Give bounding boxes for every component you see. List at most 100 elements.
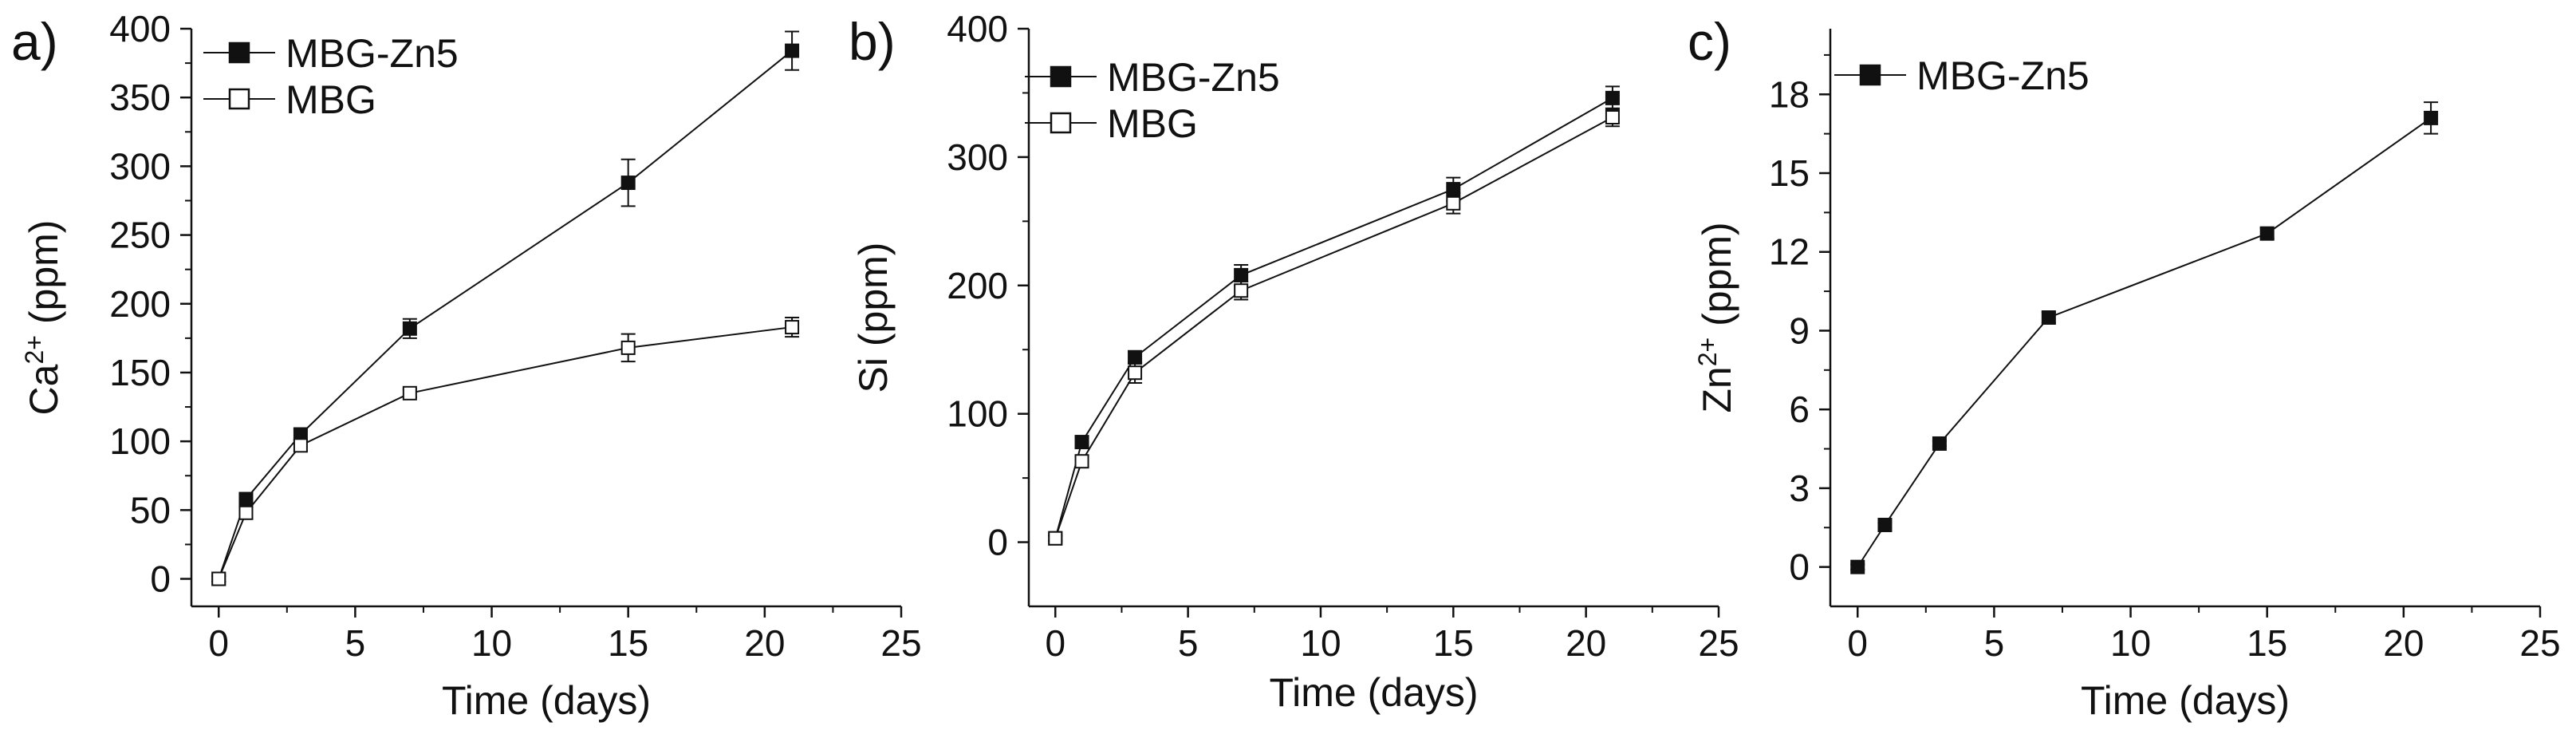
series-line [1054,97,1613,539]
x-axis-label: Time (days) [442,678,651,723]
legend-marker [228,88,250,110]
data-point [1234,267,1249,282]
y-tick-label: 0 [150,558,171,600]
x-tick-label: 25 [880,622,921,664]
y-tick-label: 100 [947,393,1008,435]
x-tick-label: 10 [2110,622,2151,664]
y-axis-label-base: Zn [1695,366,1739,412]
data-point [620,176,636,191]
y-axis-label: Si (ppm) [851,243,896,393]
x-tick-label: 0 [208,622,229,664]
x-tick-label: 20 [744,622,785,664]
data-point [785,320,800,335]
y-axis-label-unit: (ppm) [851,243,896,357]
y-tick-label: 200 [109,283,171,325]
legend-marker [228,41,250,64]
data-point [1234,283,1249,298]
data-point [211,571,226,586]
data-point [1128,365,1143,381]
data-point [238,491,254,507]
x-tick-label: 20 [1566,622,1606,664]
series-mbg [211,317,800,586]
x-tick-label: 15 [2247,622,2287,664]
data-point [620,340,636,355]
y-tick-label: 150 [109,352,171,393]
y-tick-label: 15 [1769,152,1810,194]
legend-label: MBG-Zn5 [1916,53,2090,98]
data-point [785,43,800,58]
legend-marker [1859,64,1881,86]
series-line [218,49,793,579]
y-tick-label: 0 [1789,547,1810,588]
chart-panel-c: c) 0 3 6 9 12 15 18 0 5 10 15 20 25 Time (days) Zn2+ (p… [1688,12,2561,723]
y-axis-label-superscript: 2+ [20,335,49,364]
y-tick-label: 250 [109,215,171,256]
x-tick-label: 5 [1178,622,1199,664]
y-tick-label: 3 [1789,468,1810,509]
y-axis-label-unit: (ppm) [22,220,66,335]
x-tick-label: 0 [1847,622,1868,664]
y-tick-label: 18 [1769,73,1810,115]
series-line [1857,117,2432,568]
x-axis-label: Time (days) [2081,678,2290,723]
legend-label: MBG [1107,101,1198,146]
data-point [402,385,417,401]
x-tick-label: 25 [2519,622,2560,664]
x-tick-label: 0 [1045,622,1065,664]
series-line [218,326,793,579]
data-point [1877,517,1893,532]
y-tick-label: 400 [109,8,171,49]
panel-label: a) [11,12,58,71]
data-point [1048,531,1063,546]
x-tick-label: 25 [1698,622,1739,664]
legend-label: MBG [286,77,376,122]
x-tick-label: 5 [1984,622,2005,664]
series-line [1054,116,1613,539]
legend-marker [1050,112,1072,134]
data-point [293,438,308,453]
x-tick-label: 15 [608,622,648,664]
data-point [1932,436,1947,451]
chart-panel-a: a) 0 50 100 150 200 250 300 350 400 0 5 10 15 20 25 Time… [11,8,922,723]
data-point [1074,454,1089,469]
x-tick-label: 15 [1433,622,1474,664]
y-axis-label-base: Ca [22,364,66,415]
y-axis-label-superscript: 2+ [1693,337,1722,366]
y-axis-label: Zn2+ (ppm) [1693,222,1739,412]
y-tick-label: 400 [947,8,1008,49]
x-tick-label: 10 [471,622,512,664]
x-tick-label: 5 [345,622,366,664]
data-point [2424,110,2439,125]
data-point [1605,90,1620,105]
chart-panel-b: b) 0 100 200 300 400 0 5 10 15 20 25 Time (days) Si (… [849,8,1739,715]
y-tick-label: 350 [109,77,171,118]
x-tick-label: 20 [2383,622,2424,664]
data-point [1605,110,1620,125]
y-tick-label: 100 [109,420,171,462]
y-tick-label: 0 [987,522,1008,563]
y-axis-label-base: Si [851,357,896,393]
panel-label: b) [849,12,896,71]
data-point [1850,559,1865,574]
y-tick-label: 200 [947,265,1008,306]
y-axis-label: Ca2+ (ppm) [20,220,66,416]
data-point [2041,310,2056,325]
y-tick-label: 50 [130,489,171,531]
legend-label: MBG-Zn5 [286,31,459,76]
panel-label: c) [1688,12,1731,71]
x-tick-label: 10 [1300,622,1341,664]
series-mbg-zn5 [1048,85,1620,546]
y-axis-label-unit: (ppm) [1695,222,1739,337]
y-tick-label: 300 [947,136,1008,178]
y-tick-label: 300 [109,145,171,187]
series-mbg-zn5 [1850,101,2439,574]
data-point [1446,195,1461,211]
y-tick-label: 6 [1789,389,1810,430]
y-tick-label: 9 [1789,310,1810,351]
legend-marker [1050,65,1072,88]
legend-label: MBG-Zn5 [1107,55,1280,100]
x-axis-label: Time (days) [1269,670,1478,715]
series-mbg [1048,107,1620,546]
data-point [1074,435,1089,450]
